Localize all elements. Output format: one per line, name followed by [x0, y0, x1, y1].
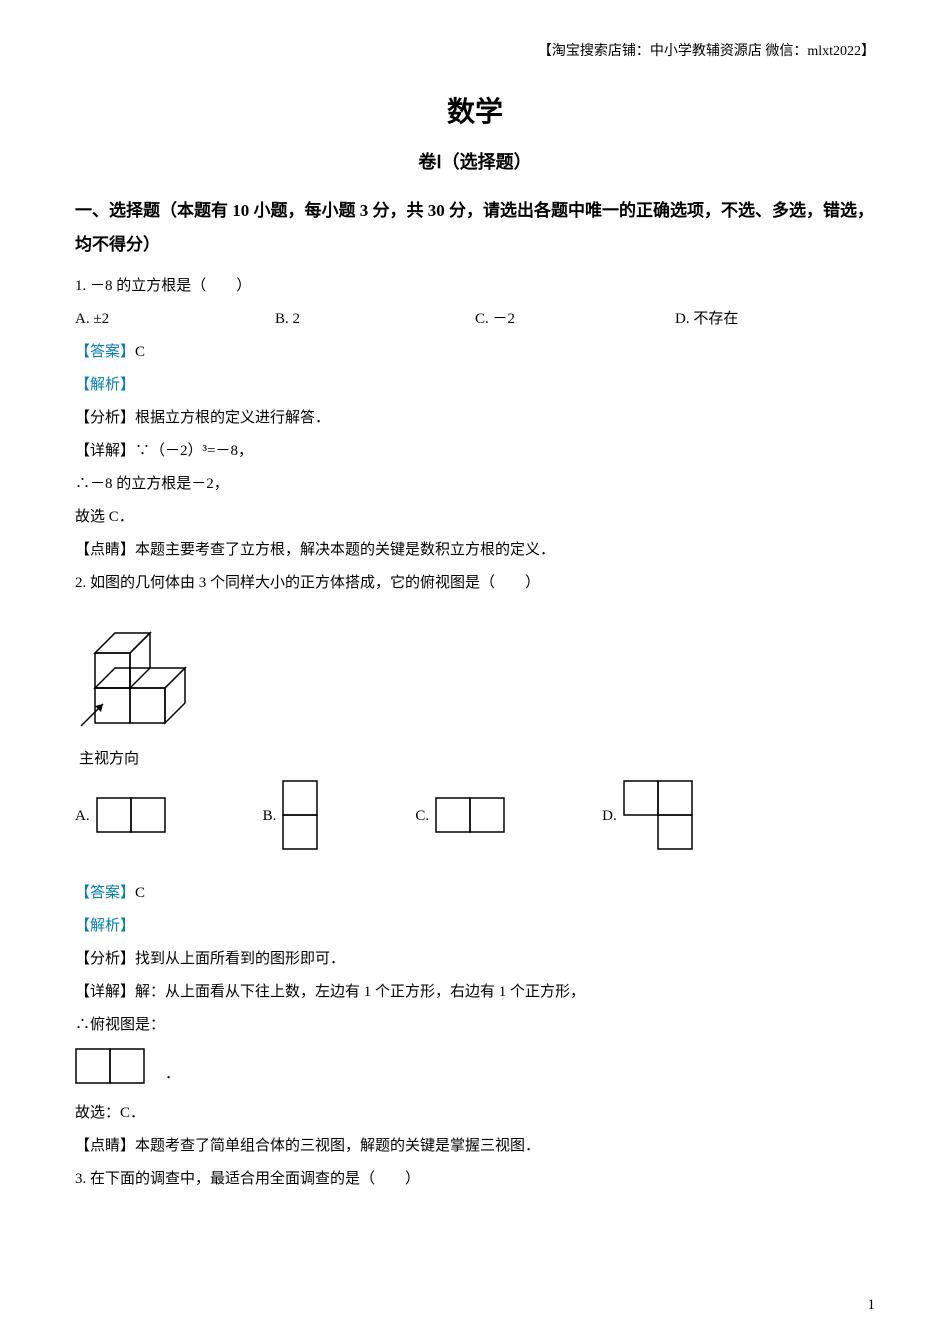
q2-answer-val: C — [135, 885, 145, 901]
q2-fenxi: 【分析】找到从上面所看到的图形即可． — [75, 943, 875, 976]
q2-opt-c-label: C. — [415, 808, 429, 825]
q2-answer: 【答案】C — [75, 877, 875, 910]
q2-xiangjie: 【详解】解：从上面看从下往上数，左边有 1 个正方形，右边有 1 个正方形， — [75, 976, 875, 1009]
q1-options: A. ±2 B. 2 C. －2 D. 不存在 — [75, 303, 875, 336]
q2-therefore: ∴俯视图是： — [75, 1009, 875, 1042]
section-heading: 一、选择题（本题有 10 小题，每小题 3 分，共 30 分，请选出各题中唯一的… — [75, 194, 875, 262]
q1-dianjing: 【点睛】本题主要考查了立方根，解决本题的关键是数积立方根的定义． — [75, 534, 875, 567]
q1-guxuan: 故选 C． — [75, 501, 875, 534]
q2-opt-a-shape — [96, 797, 168, 835]
q2-opt-d-shape — [623, 780, 695, 852]
q2-3d-figure — [75, 608, 875, 743]
q1-answer-val: C — [135, 344, 145, 360]
page-number: 1 — [868, 1297, 876, 1314]
sub-title: 卷Ⅰ（选择题） — [75, 148, 875, 174]
q1-answer: 【答案】C — [75, 336, 875, 369]
q1-opt-c: C. －2 — [475, 303, 675, 336]
q1-answer-label: 【答案】 — [75, 344, 135, 360]
q2-opt-d: D. — [602, 780, 695, 852]
q1-conclusion: ∴－8 的立方根是－2， — [75, 468, 875, 501]
q1-stem: 1. －8 的立方根是（ ） — [75, 270, 875, 303]
q1-opt-b: B. 2 — [275, 303, 475, 336]
q2-guxuan: 故选：C． — [75, 1097, 875, 1130]
q2-caption: 主视方向 — [79, 747, 875, 768]
header-watermark: 【淘宝搜索店铺：中小学教辅资源店 微信：mlxt2022】 — [75, 40, 875, 60]
q2-opt-c-shape — [435, 797, 507, 835]
q1-opt-a: A. ±2 — [75, 303, 275, 336]
q2-opt-b: B. — [263, 780, 321, 852]
cube-stack-icon — [75, 608, 210, 738]
q2-options: A. B. C. D. — [75, 780, 875, 852]
q2-opt-a-label: A. — [75, 808, 90, 825]
q2-answer-figure: ． — [75, 1048, 875, 1091]
q2-dianjing: 【点睛】本题考查了简单组合体的三视图，解题的关键是掌握三视图． — [75, 1130, 875, 1163]
q2-opt-b-label: B. — [263, 808, 277, 825]
q3-stem: 3. 在下面的调查中，最适合用全面调查的是（ ） — [75, 1163, 875, 1196]
q2-opt-d-label: D. — [602, 808, 617, 825]
q1-opt-d: D. 不存在 — [675, 303, 875, 336]
page-container: 【淘宝搜索店铺：中小学教辅资源店 微信：mlxt2022】 数学 卷Ⅰ（选择题）… — [0, 0, 950, 1344]
q2-answer-shape: ． — [75, 1048, 175, 1086]
q1-fenxi: 【分析】根据立方根的定义进行解答． — [75, 402, 875, 435]
q1-jiexi: 【解析】 — [75, 369, 875, 402]
q2-opt-a: A. — [75, 797, 168, 835]
q2-answer-label: 【答案】 — [75, 885, 135, 901]
q2-opt-b-shape — [282, 780, 320, 852]
q1-xiangjie: 【详解】∵（－2）³=－8， — [75, 435, 875, 468]
q2-stem: 2. 如图的几何体由 3 个同样大小的正方体搭成，它的俯视图是（ ） — [75, 567, 875, 600]
main-title: 数学 — [75, 90, 875, 130]
q2-jiexi: 【解析】 — [75, 910, 875, 943]
q2-opt-c: C. — [415, 797, 507, 835]
svg-text:．: ． — [165, 1066, 175, 1082]
